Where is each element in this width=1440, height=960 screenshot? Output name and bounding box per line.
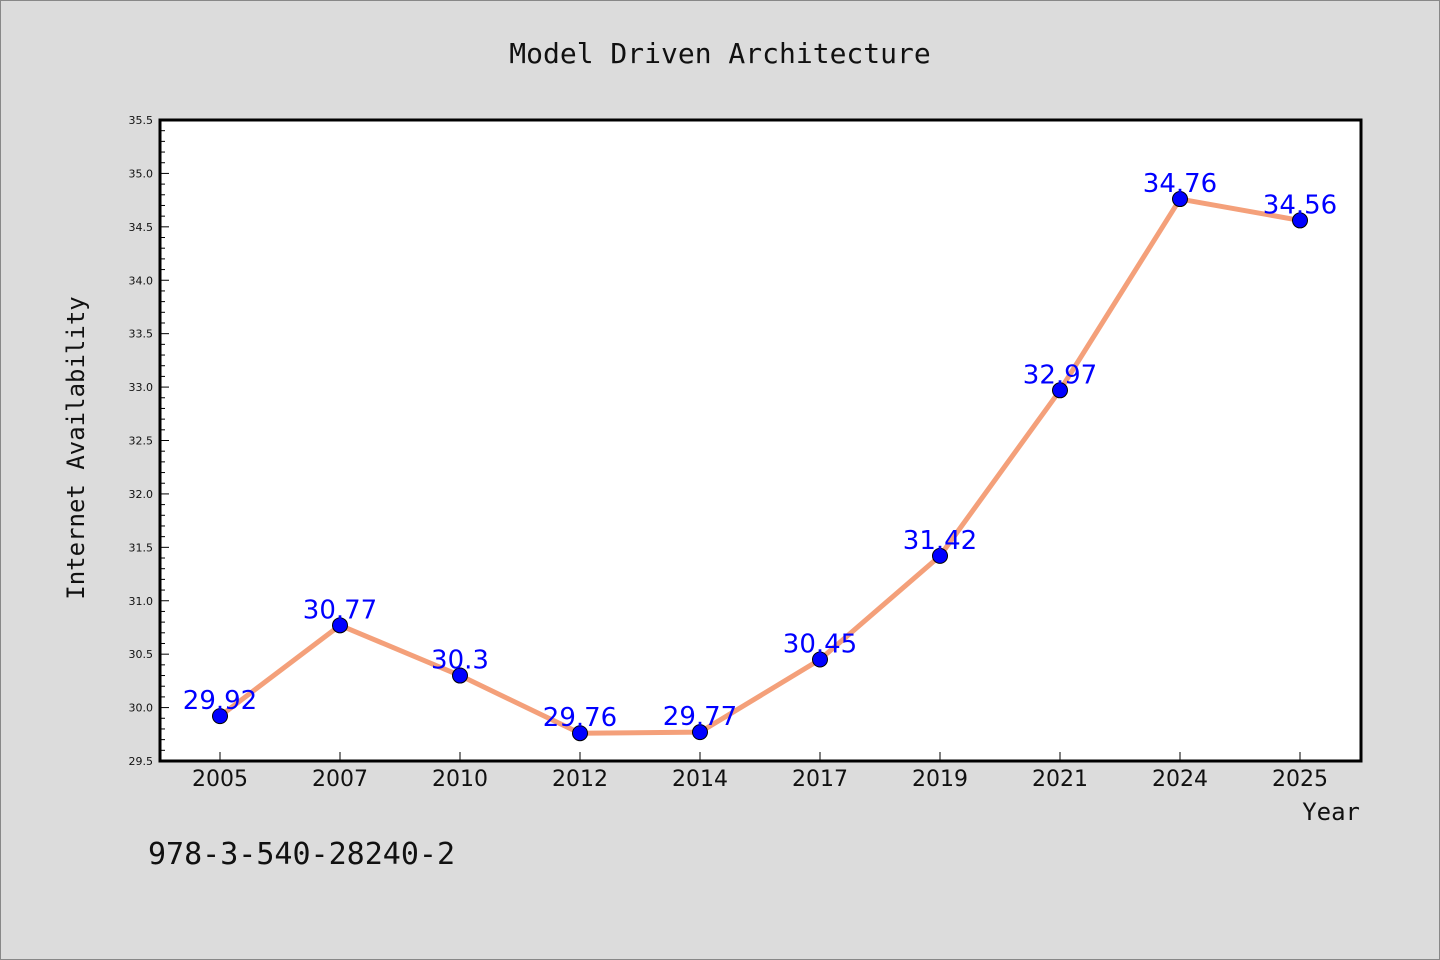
y-tick-label: 34.5 [129,221,154,234]
data-label: 30.3 [431,646,489,676]
series-layer: 29.92 30.77 30.3 29.76 29.77 30.45 31.42 32.97 3… [183,169,1337,742]
data-point [332,617,348,634]
x-tick-label: 2014 [672,767,728,792]
data-point [1172,191,1188,208]
x-tick-label: 2005 [192,767,248,792]
y-tick-label: 30.5 [129,648,154,661]
data-point [692,724,708,741]
x-tick-label: 2025 [1272,767,1328,792]
y-tick-label: 33.5 [129,328,154,341]
x-tick-label: 2019 [912,767,968,792]
plot-area [158,118,1363,763]
data-point [932,547,948,564]
data-label: 29.92 [183,686,257,716]
data-label: 29.76 [543,703,617,733]
y-tick-label: 31.5 [129,541,154,554]
data-label: 30.77 [303,595,377,625]
y-tick-label: 30.0 [129,702,154,715]
y-tick-label: 35.0 [129,167,154,180]
y-tick-label: 34.0 [129,274,154,287]
x-tick-label: 2010 [432,767,488,792]
x-tick-label: 2021 [1032,767,1088,792]
y-tick-label: 32.5 [129,435,154,448]
data-label: 32.97 [1023,360,1097,390]
x-axis-ticks: 2005 2007 2010 2012 2014 2017 2019 2021 2024 2025 [192,752,1328,792]
data-point [572,725,588,742]
data-point [1292,212,1308,229]
data-point [452,667,468,684]
data-point [812,651,828,668]
y-tick-label: 31.0 [129,595,154,608]
series-line [218,196,1301,736]
y-axis-ticks: 29.5 30.0 30.5 31.0 31.5 32.0 32.5 33.0 33.5 34.0… [129,114,169,768]
x-tick-label: 2007 [312,767,368,792]
y-tick-label: 29.5 [129,755,154,768]
data-label: 30.45 [783,630,857,660]
y-axis-label: Internet Availability [62,296,90,599]
x-axis-label: Year [1302,798,1360,826]
data-label: 34.76 [1143,169,1217,199]
data-label: 34.56 [1263,190,1337,220]
x-tick-label: 2017 [792,767,848,792]
data-point [212,708,228,725]
data-label: 31.42 [903,526,977,556]
y-tick-label: 32.0 [129,488,154,501]
chart-title: Model Driven Architecture [509,37,930,70]
data-label: 29.77 [663,702,737,732]
x-tick-label: 2024 [1152,767,1208,792]
y-tick-label: 33.0 [129,381,154,394]
data-point [1052,382,1068,399]
footer-text: 978-3-540-28240-2 [148,837,455,872]
y-tick-label: 35.5 [129,114,154,127]
x-tick-label: 2012 [552,767,608,792]
